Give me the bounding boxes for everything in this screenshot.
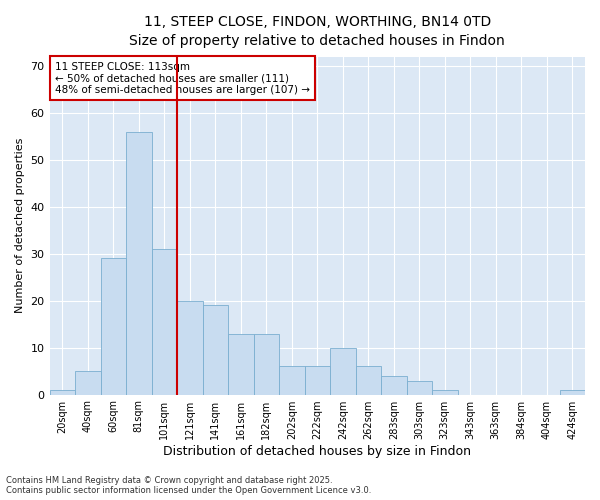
Title: 11, STEEP CLOSE, FINDON, WORTHING, BN14 0TD
Size of property relative to detache: 11, STEEP CLOSE, FINDON, WORTHING, BN14 … [130,15,505,48]
Bar [407,380,432,394]
Bar [177,300,203,394]
X-axis label: Distribution of detached houses by size in Findon: Distribution of detached houses by size … [163,444,471,458]
Bar [279,366,305,394]
Bar [432,390,458,394]
Bar [381,376,407,394]
Bar [101,258,126,394]
Bar [560,390,585,394]
Bar [75,371,101,394]
Y-axis label: Number of detached properties: Number of detached properties [15,138,25,314]
Bar [330,348,356,395]
Bar [152,249,177,394]
Bar [356,366,381,394]
Bar [126,132,152,394]
Bar [305,366,330,394]
Bar [228,334,254,394]
Bar [50,390,75,394]
Text: Contains HM Land Registry data © Crown copyright and database right 2025.
Contai: Contains HM Land Registry data © Crown c… [6,476,371,495]
Text: 11 STEEP CLOSE: 113sqm
← 50% of detached houses are smaller (111)
48% of semi-de: 11 STEEP CLOSE: 113sqm ← 50% of detached… [55,62,310,95]
Bar [203,306,228,394]
Bar [254,334,279,394]
